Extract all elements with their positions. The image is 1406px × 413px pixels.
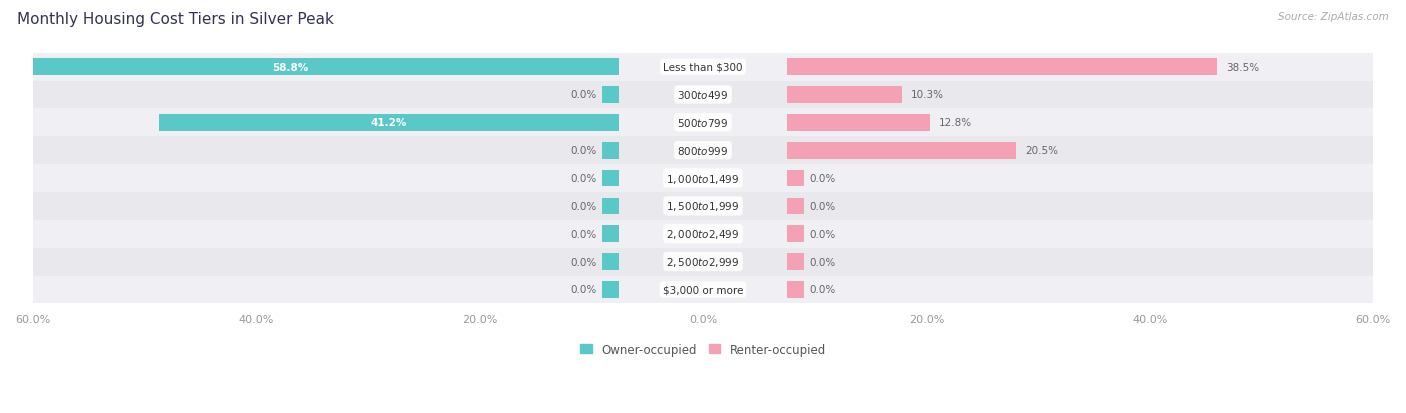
- Bar: [32, 109, 1374, 137]
- Text: 0.0%: 0.0%: [571, 257, 598, 267]
- Bar: [602, 142, 619, 159]
- Bar: [787, 226, 804, 242]
- Text: 0.0%: 0.0%: [808, 257, 835, 267]
- Bar: [787, 115, 929, 131]
- Bar: [32, 276, 1374, 304]
- Text: Less than $300: Less than $300: [664, 62, 742, 72]
- Text: 10.3%: 10.3%: [911, 90, 943, 100]
- Bar: [602, 281, 619, 298]
- Bar: [787, 281, 804, 298]
- Text: $300 to $499: $300 to $499: [678, 89, 728, 101]
- Bar: [32, 248, 1374, 276]
- Text: 0.0%: 0.0%: [571, 285, 598, 295]
- Bar: [787, 87, 901, 104]
- Text: $2,000 to $2,499: $2,000 to $2,499: [666, 228, 740, 241]
- Bar: [602, 226, 619, 242]
- Text: 20.5%: 20.5%: [1025, 146, 1057, 156]
- Bar: [159, 115, 619, 131]
- Bar: [0, 59, 619, 76]
- Text: Source: ZipAtlas.com: Source: ZipAtlas.com: [1278, 12, 1389, 22]
- Bar: [787, 198, 804, 215]
- Text: 0.0%: 0.0%: [571, 146, 598, 156]
- Bar: [787, 142, 1017, 159]
- Bar: [787, 170, 804, 187]
- Text: 38.5%: 38.5%: [1226, 62, 1258, 72]
- Text: $1,500 to $1,999: $1,500 to $1,999: [666, 200, 740, 213]
- Bar: [32, 137, 1374, 165]
- Text: 0.0%: 0.0%: [808, 173, 835, 184]
- Text: Monthly Housing Cost Tiers in Silver Peak: Monthly Housing Cost Tiers in Silver Pea…: [17, 12, 333, 27]
- Text: 0.0%: 0.0%: [808, 229, 835, 239]
- Text: 58.8%: 58.8%: [273, 62, 309, 72]
- Bar: [32, 81, 1374, 109]
- Text: 0.0%: 0.0%: [808, 285, 835, 295]
- Text: $1,000 to $1,499: $1,000 to $1,499: [666, 172, 740, 185]
- Text: 0.0%: 0.0%: [571, 173, 598, 184]
- Text: $2,500 to $2,999: $2,500 to $2,999: [666, 256, 740, 268]
- Text: 12.8%: 12.8%: [939, 118, 972, 128]
- Bar: [602, 198, 619, 215]
- Bar: [32, 165, 1374, 192]
- Text: 0.0%: 0.0%: [571, 229, 598, 239]
- Text: $3,000 or more: $3,000 or more: [662, 285, 744, 295]
- Text: $800 to $999: $800 to $999: [678, 145, 728, 157]
- Bar: [602, 87, 619, 104]
- Legend: Owner-occupied, Renter-occupied: Owner-occupied, Renter-occupied: [575, 338, 831, 361]
- Text: $500 to $799: $500 to $799: [678, 117, 728, 129]
- Bar: [787, 254, 804, 270]
- Text: 41.2%: 41.2%: [371, 118, 408, 128]
- Bar: [32, 54, 1374, 81]
- Bar: [787, 59, 1218, 76]
- Bar: [602, 170, 619, 187]
- Bar: [32, 192, 1374, 220]
- Bar: [32, 220, 1374, 248]
- Text: 0.0%: 0.0%: [571, 90, 598, 100]
- Bar: [602, 254, 619, 270]
- Text: 0.0%: 0.0%: [571, 202, 598, 211]
- Text: 0.0%: 0.0%: [808, 202, 835, 211]
